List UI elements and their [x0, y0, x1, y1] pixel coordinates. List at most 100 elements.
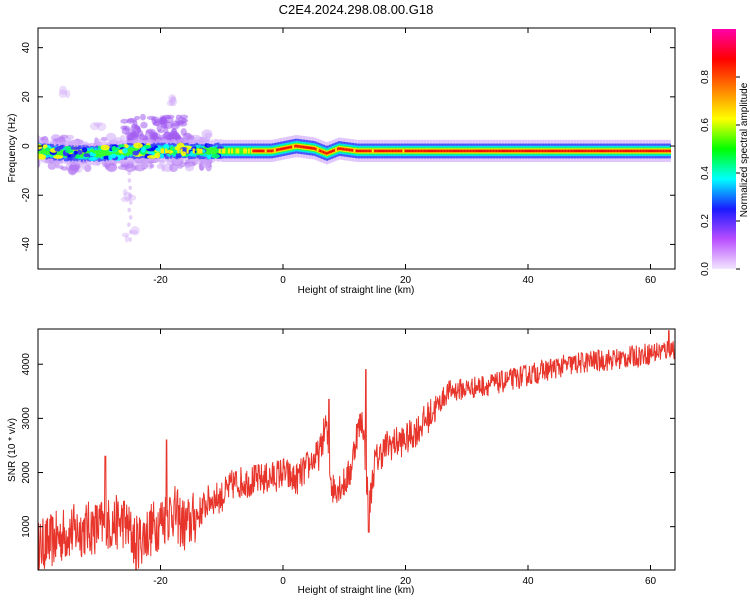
- spectrogram-cell: [126, 148, 129, 156]
- spectrogram-cell: [440, 149, 443, 153]
- spectrogram-cell: [237, 148, 240, 154]
- spectrogram-cell: [626, 149, 629, 153]
- spectrogram-cell: [167, 134, 175, 140]
- spectrogram-cell: [474, 149, 477, 153]
- spectrogram-cell: [400, 149, 404, 153]
- colorbar-tick-label: 0.2: [700, 214, 711, 228]
- y-tick-label: 0: [21, 143, 32, 149]
- spectrogram-cell: [616, 149, 619, 153]
- y-tick-label: -40: [21, 237, 32, 252]
- spectrogram-cell: [353, 149, 356, 153]
- spectrogram-cell: [501, 149, 505, 153]
- spectrogram-cell: [129, 147, 133, 155]
- spectrogram-cell: [149, 163, 155, 169]
- spectrogram-cell: [252, 149, 255, 153]
- spectrogram-cell: [156, 163, 163, 169]
- spectrogram-cell: [238, 147, 241, 155]
- spectrogram-cell: [367, 149, 370, 153]
- spectrogram-cell: [431, 149, 434, 153]
- spectrogram-cell: [275, 148, 278, 152]
- spectrogram-cell: [520, 149, 523, 153]
- spectrogram-cell: [650, 149, 653, 153]
- spectrogram-cell: [584, 149, 587, 153]
- spectrogram-cell: [122, 188, 128, 196]
- spectrogram-cell: [289, 146, 292, 149]
- spectrogram-cell: [324, 151, 327, 154]
- spectrogram-cell: [54, 146, 61, 152]
- spectrogram-cell: [146, 115, 156, 120]
- spectrogram-cell: [195, 147, 198, 155]
- spectrogram-cell: [393, 149, 396, 153]
- x-tick-label: 60: [645, 275, 657, 286]
- spectrogram-cell: [572, 149, 575, 153]
- spectrogram-cell: [411, 149, 414, 153]
- spectrogram-cell: [460, 149, 463, 153]
- spectrogram-cell: [60, 134, 69, 139]
- spectrogram-cell: [175, 152, 182, 159]
- spectrogram-cell: [449, 149, 453, 153]
- spectrogram-cell: [108, 154, 113, 161]
- spectrogram-cell: [376, 149, 379, 153]
- spectrogram-cell: [370, 149, 373, 153]
- spectrogram-cell: [120, 118, 129, 124]
- spectrogram-cell: [391, 149, 394, 153]
- spectrogram-cell: [459, 149, 462, 153]
- spectrogram-cell: [377, 149, 381, 153]
- spectrogram-cell: [302, 145, 306, 149]
- spectrogram-cell: [639, 149, 642, 153]
- spectrogram-axes: -20 0 20 40 60 -40 -20 0 20 40: [21, 28, 675, 286]
- spectrogram-cell: [397, 149, 400, 153]
- spectrogram-cell: [577, 149, 580, 153]
- spectrogram-cell: [641, 149, 644, 153]
- spectrogram-cell: [515, 149, 518, 153]
- spectrogram-cell: [437, 149, 440, 153]
- spectrogram-cell: [647, 149, 650, 153]
- spectrogram-cell: [217, 148, 220, 156]
- spectrogram-cell: [136, 147, 139, 155]
- spectrogram-cell: [198, 148, 201, 154]
- spectrogram-cell: [41, 148, 44, 155]
- spectrogram-cell: [416, 149, 419, 153]
- spectrogram-cell: [557, 149, 560, 153]
- spectrogram-cell: [127, 118, 138, 123]
- spectrogram-cell: [73, 150, 78, 155]
- spectrogram-cell: [365, 149, 368, 153]
- spectrogram-cell: [229, 147, 232, 155]
- spectrogram-cell: [105, 132, 117, 143]
- colorbar-tick-label: 0.4: [700, 166, 711, 180]
- snr-frame: [37, 328, 676, 571]
- spectrogram-cell: [436, 149, 439, 153]
- spectrogram-cell: [128, 229, 133, 235]
- spectrogram-cell: [310, 146, 313, 150]
- spectrogram-cell: [381, 149, 384, 153]
- spectrogram-cell: [305, 146, 309, 149]
- spectrogram-cell: [532, 149, 535, 153]
- spectrogram-cell: [65, 89, 71, 99]
- spectrogram-cell: [546, 149, 549, 153]
- spectrogram-cell: [371, 149, 374, 153]
- spectrogram-cell: [662, 149, 665, 153]
- spectrogram-cell: [627, 149, 630, 153]
- spectrogram-cell: [301, 145, 304, 148]
- spectrogram-cell: [120, 196, 131, 203]
- spectrogram-cell: [604, 149, 607, 153]
- spectrogram-cell: [263, 149, 266, 153]
- spectrogram-cell: [636, 149, 639, 153]
- colorbar-ticks: 0.0 0.2 0.4 0.6 0.8: [700, 70, 740, 276]
- spectrogram-cell: [595, 149, 598, 153]
- spectrogram-cell: [256, 149, 260, 153]
- spectrogram-cell: [573, 149, 577, 153]
- spectrogram-cell: [599, 149, 603, 153]
- spectrogram-cell: [583, 149, 586, 153]
- spectrogram-cell: [246, 147, 249, 155]
- spectrogram-cell: [200, 148, 203, 154]
- spectrogram-cell: [243, 148, 246, 154]
- spectrogram-cell: [581, 149, 584, 153]
- spectrogram-cell: [123, 191, 133, 201]
- spectrogram-cell: [250, 148, 253, 154]
- spectrogram-cell: [159, 153, 165, 159]
- spectrogram-cell: [603, 149, 606, 153]
- spectrogram-cell: [407, 149, 410, 153]
- spectrogram-cell: [60, 150, 64, 158]
- spectrogram-cell: [114, 149, 117, 157]
